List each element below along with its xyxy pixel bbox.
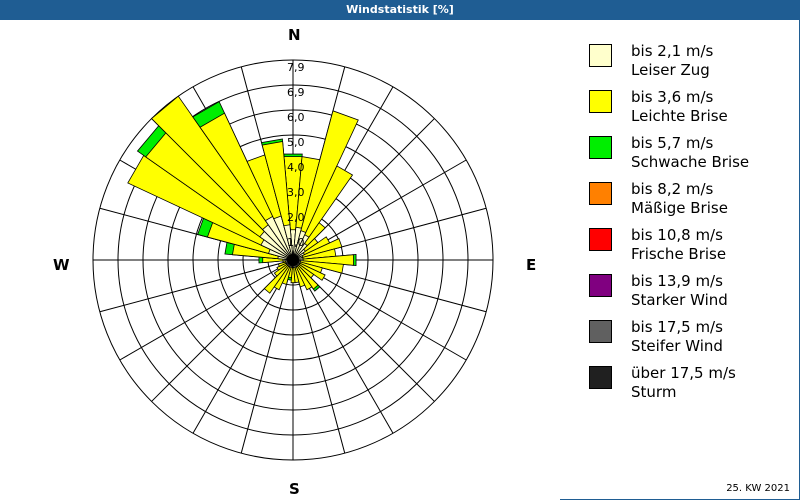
legend-swatch bbox=[589, 274, 612, 297]
legend-item-steifer-wind: bis 17,5 m/s Steifer Wind bbox=[589, 317, 789, 363]
legend-item-maessige-brise: bis 8,2 m/s Mäßige Brise bbox=[589, 179, 789, 225]
legend-swatch bbox=[589, 182, 612, 205]
petals bbox=[127, 95, 359, 294]
legend-swatch bbox=[589, 136, 612, 159]
legend-swatch bbox=[589, 44, 612, 67]
ring-labels: 1,0 2,0 3,0 4,0 5,0 6,0 6,9 7,9 bbox=[287, 61, 305, 249]
compass-south-label: S bbox=[289, 480, 300, 498]
legend-item-leiser-zug: bis 2,1 m/s Leiser Zug bbox=[589, 41, 789, 87]
legend-range: bis 3,6 m/s bbox=[631, 88, 714, 106]
legend-swatch bbox=[589, 90, 612, 113]
legend-range: bis 2,1 m/s bbox=[631, 42, 714, 60]
legend-item-leichte-brise: bis 3,6 m/s Leichte Brise bbox=[589, 87, 789, 133]
legend-label: Starker Wind bbox=[631, 291, 728, 309]
legend-label: Frische Brise bbox=[631, 245, 727, 263]
legend-label: Steifer Wind bbox=[631, 337, 723, 355]
svg-text:6,9: 6,9 bbox=[287, 86, 305, 99]
legend-item-sturm: über 17,5 m/s Sturm bbox=[589, 363, 789, 409]
legend-range: bis 5,7 m/s bbox=[631, 134, 714, 152]
legend-range: über 17,5 m/s bbox=[631, 364, 736, 382]
legend-range: bis 17,5 m/s bbox=[631, 318, 723, 336]
legend-label: Mäßige Brise bbox=[631, 199, 728, 217]
wind-rose-svg: 1,0 2,0 3,0 4,0 5,0 6,0 6,9 7,9 bbox=[0, 20, 560, 500]
compass-north-label: N bbox=[288, 26, 301, 44]
svg-text:7,9: 7,9 bbox=[287, 61, 305, 74]
svg-text:4,0: 4,0 bbox=[287, 161, 305, 174]
legend-item-schwache-brise: bis 5,7 m/s Schwache Brise bbox=[589, 133, 789, 179]
svg-text:2,0: 2,0 bbox=[287, 211, 305, 224]
legend-item-starker-wind: bis 13,9 m/s Starker Wind bbox=[589, 271, 789, 317]
svg-text:1,0: 1,0 bbox=[287, 236, 305, 249]
legend-swatch bbox=[589, 228, 612, 251]
legend-label: Leiser Zug bbox=[631, 61, 710, 79]
legend: bis 2,1 m/s Leiser Zug bis 3,6 m/s Leichte… bbox=[589, 41, 789, 409]
compass-west-label: W bbox=[53, 256, 70, 274]
chart-title: Windstatistik [%] bbox=[0, 0, 800, 20]
compass-east-label: E bbox=[526, 256, 537, 274]
period-label: 25. KW 2021 bbox=[726, 483, 790, 494]
svg-text:5,0: 5,0 bbox=[287, 136, 305, 149]
legend-range: bis 13,9 m/s bbox=[631, 272, 723, 290]
legend-label: Schwache Brise bbox=[631, 153, 750, 171]
legend-label: Leichte Brise bbox=[631, 107, 728, 125]
svg-text:6,0: 6,0 bbox=[287, 111, 305, 124]
legend-range: bis 10,8 m/s bbox=[631, 226, 723, 244]
legend-swatch bbox=[589, 366, 612, 389]
wind-rose-chart: 1,0 2,0 3,0 4,0 5,0 6,0 6,9 7,9 N E S W bbox=[0, 20, 560, 500]
legend-item-frische-brise: bis 10,8 m/s Frische Brise bbox=[589, 225, 789, 271]
legend-label: Sturm bbox=[631, 383, 677, 401]
svg-text:3,0: 3,0 bbox=[287, 186, 305, 199]
legend-swatch bbox=[589, 320, 612, 343]
legend-range: bis 8,2 m/s bbox=[631, 180, 714, 198]
